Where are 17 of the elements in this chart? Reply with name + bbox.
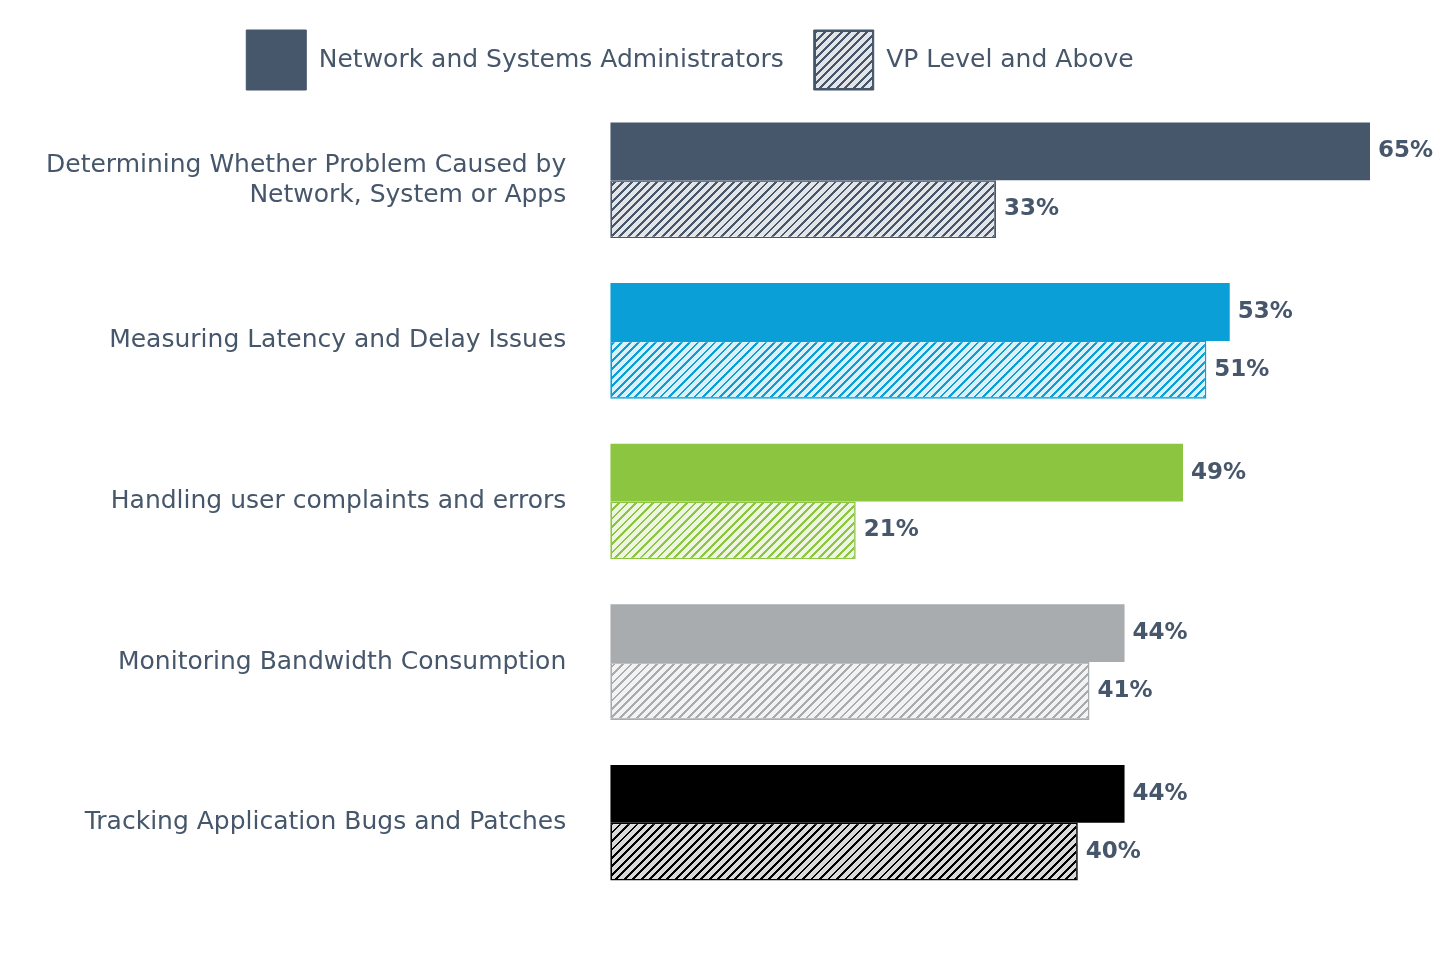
data-label: 51%: [1214, 354, 1270, 381]
data-label: 33%: [1003, 194, 1060, 221]
data-label: 21%: [863, 515, 919, 542]
data-label: 44%: [1132, 778, 1188, 805]
data-label: 44%: [1132, 618, 1188, 645]
data-label: 53%: [1237, 296, 1293, 323]
data-label: 65%: [1378, 136, 1434, 163]
y-tick-label: Handling user complaints and errors: [110, 485, 567, 514]
y-tick-label: Tracking Application Bugs and Patches: [83, 806, 567, 836]
legend-label: VP Level and Above: [886, 43, 1134, 73]
data-label: 41%: [1097, 675, 1153, 702]
data-label: 40%: [1085, 836, 1141, 863]
data-label: 49%: [1190, 457, 1247, 484]
y-tick-label: Measuring Latency and Delay Issues: [109, 324, 567, 354]
legend-label: Network and Systems Administrators: [318, 43, 784, 73]
y-tick-label: Determining Whether Problem Caused by Network, System or Apps: [46, 148, 567, 208]
y-tick-label: Monitoring Bandwidth Consumption: [118, 645, 567, 675]
